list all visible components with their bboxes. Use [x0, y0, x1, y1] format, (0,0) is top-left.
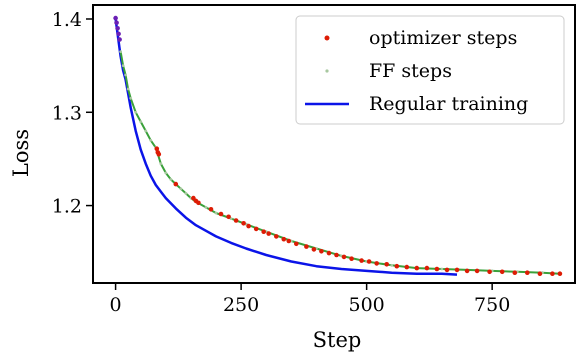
optimizer-step-point [241, 221, 246, 226]
optimizer-step-point [246, 223, 251, 229]
ff-step-point [134, 110, 138, 114]
legend-marker-optimizer-steps [324, 35, 330, 41]
axis-ticks: 0 250 500 750 1.2 1.3 1.4 [52, 9, 511, 316]
optimizer-step-point [414, 265, 420, 271]
optimizer-step-point [424, 265, 430, 271]
optimizer-step-point [341, 254, 347, 260]
optimizer-step-point [487, 269, 492, 275]
series-line-regular-training [114, 18, 458, 276]
x-tick-label: 750 [474, 294, 510, 316]
optimizer-step-point [218, 211, 224, 217]
ff-step-point [149, 138, 153, 142]
optimizer-step-point [208, 207, 214, 212]
ff-step-point [159, 162, 163, 166]
optimizer-step-point [537, 271, 543, 277]
ff-step-point [129, 96, 133, 100]
legend-marker-ff-steps [325, 69, 329, 73]
optimizer-step-point [374, 261, 380, 266]
optimizer-step-point [114, 20, 119, 26]
optimizer-step-point [113, 15, 118, 21]
chart-marks [113, 15, 563, 277]
optimizer-step-point [557, 271, 563, 277]
y-tick-label: 1.4 [52, 9, 82, 31]
y-axis-label: Loss [9, 129, 33, 177]
optimizer-step-point [499, 269, 505, 275]
plot-frame [92, 4, 576, 284]
optimizer-step-point [286, 238, 292, 244]
optimizer-step-point [156, 152, 162, 157]
optimizer-step-point [154, 146, 160, 151]
ff-step-point [144, 129, 148, 133]
ff-step-point [124, 73, 127, 77]
legend: optimizer steps FF steps Regular trainin… [295, 15, 565, 125]
ff-step-point [204, 206, 208, 209]
x-axis-label: Step [313, 328, 362, 352]
y-tick-label: 1.2 [52, 196, 82, 218]
ff-step-point [169, 178, 173, 181]
x-tick-label: 250 [223, 294, 259, 316]
legend-label-ff-steps: FF steps [369, 60, 452, 82]
optimizer-step-point [196, 200, 201, 206]
optimizer-step-point [116, 31, 121, 37]
optimizer-step-point [326, 250, 332, 256]
ff-step-point [214, 211, 218, 215]
optimizer-step-point [261, 229, 267, 234]
optimizer-step-point [319, 249, 324, 254]
optimizer-step-point [454, 267, 460, 273]
y-tick-label: 1.3 [52, 102, 82, 124]
optimizer-step-point [474, 268, 480, 274]
optimizer-step-point [434, 266, 440, 272]
x-tick-label: 0 [110, 294, 122, 316]
optimizer-step-point [366, 259, 372, 264]
ff-step-point [184, 192, 188, 195]
optimizer-step-point [281, 236, 287, 242]
optimizer-step-point [266, 231, 272, 236]
optimizer-step-point [444, 267, 450, 273]
optimizer-step-point [253, 226, 259, 232]
optimizer-step-point [115, 26, 120, 31]
ff-step-point [126, 87, 130, 91]
optimizer-step-point [334, 252, 339, 258]
ff-step-point [121, 64, 125, 67]
optimizer-step-point [404, 264, 410, 270]
optimizer-step-point [233, 218, 239, 223]
optimizer-step-point [525, 270, 530, 276]
optimizer-step-point [117, 37, 122, 42]
optimizer-step-point [349, 256, 354, 262]
optimizer-step-point [304, 244, 309, 249]
optimizer-step-point [226, 214, 231, 220]
legend-label-optimizer-steps: optimizer steps [369, 27, 517, 49]
ff-step-point [440, 267, 444, 271]
ff-step-point [119, 50, 122, 53]
optimizer-step-point [464, 268, 470, 274]
optimizer-step-point [394, 263, 400, 269]
ff-step-point [164, 171, 168, 175]
ff-step-point [139, 120, 143, 123]
optimizer-step-point [294, 241, 299, 247]
optimizer-step-point [550, 271, 555, 277]
optimizer-step-point [173, 181, 179, 187]
x-tick-label: 500 [349, 294, 385, 316]
legend-box [295, 15, 565, 125]
ff-step-point [179, 187, 183, 191]
optimizer-step-point [512, 270, 518, 276]
optimizer-step-point [384, 262, 390, 267]
optimizer-step-point [359, 258, 364, 263]
ff-step-point [390, 263, 394, 267]
optimizer-step-point [274, 234, 279, 239]
optimizer-step-point [311, 247, 317, 252]
legend-label-regular-training: Regular training [369, 93, 528, 115]
